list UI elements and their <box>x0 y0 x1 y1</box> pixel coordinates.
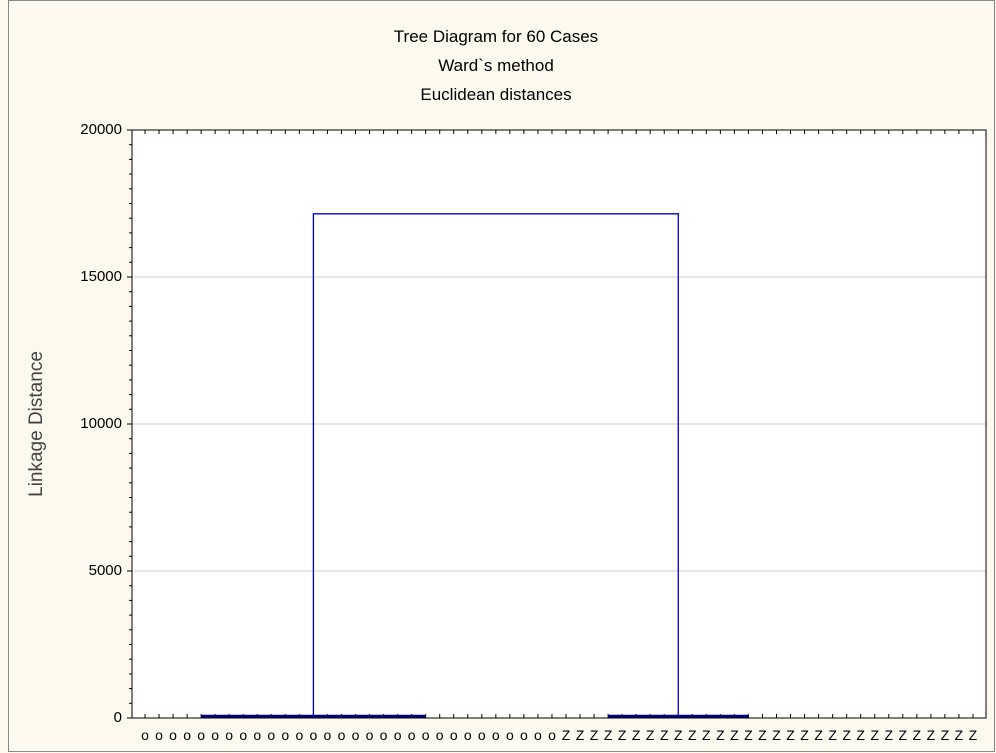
x-tick-label: o <box>295 727 303 743</box>
y-tick-label: 5000 <box>89 562 122 579</box>
y-tick-label: 10000 <box>80 415 122 432</box>
x-tick-label: o <box>253 727 261 743</box>
x-tick-label: Z <box>660 727 669 743</box>
x-tick-label: o <box>478 727 486 743</box>
x-tick-label: Z <box>730 727 739 743</box>
x-tick-label: Z <box>618 727 627 743</box>
x-tick-label: o <box>352 727 360 743</box>
x-tick-label: Z <box>632 727 641 743</box>
x-tick-label: o <box>225 727 233 743</box>
x-tick-label: o <box>310 727 318 743</box>
x-tick-label: Z <box>856 727 865 743</box>
x-tick-label: Z <box>604 727 613 743</box>
x-tick-label: o <box>155 727 163 743</box>
x-tick-label: o <box>141 727 149 743</box>
x-tick-label: Z <box>927 727 936 743</box>
x-tick-label: o <box>464 727 472 743</box>
x-tick-label: Z <box>562 727 571 743</box>
x-tick-label: o <box>338 727 346 743</box>
x-tick-label: Z <box>899 727 908 743</box>
x-tick-label: o <box>422 727 430 743</box>
x-tick-label: Z <box>702 727 711 743</box>
x-tick-label: o <box>408 727 416 743</box>
x-tick-label: o <box>169 727 177 743</box>
x-tick-label: o <box>211 727 219 743</box>
y-axis-label: Linkage Distance <box>26 351 47 497</box>
x-tick-label: Z <box>842 727 851 743</box>
x-tick-label: o <box>366 727 374 743</box>
x-tick-label: Z <box>870 727 879 743</box>
x-tick-label: Z <box>941 727 950 743</box>
x-tick-label: Z <box>772 727 781 743</box>
x-tick-label: Z <box>758 727 767 743</box>
x-tick-label: Z <box>955 727 964 743</box>
x-tick-label: o <box>450 727 458 743</box>
x-tick-label: Z <box>716 727 725 743</box>
x-tick-label: o <box>324 727 332 743</box>
chart-title: Tree Diagram for 60 Cases <box>394 27 598 46</box>
x-tick-label: Z <box>646 727 655 743</box>
x-tick-label: o <box>267 727 275 743</box>
x-tick-label: o <box>380 727 388 743</box>
x-tick-label: o <box>281 727 289 743</box>
x-tick-label: Z <box>969 727 978 743</box>
x-tick-label: Z <box>576 727 585 743</box>
x-tick-label: o <box>436 727 444 743</box>
chart-subtitle: Euclidean distances <box>420 85 571 104</box>
y-tick-label: 15000 <box>80 268 122 285</box>
x-tick-label: Z <box>828 727 837 743</box>
x-tick-label: o <box>506 727 514 743</box>
dendrogram-link <box>312 213 679 717</box>
y-tick-label: 0 <box>114 709 122 726</box>
x-tick-label: o <box>197 727 205 743</box>
x-tick-label: o <box>520 727 528 743</box>
x-tick-label: Z <box>913 727 922 743</box>
x-tick-label: o <box>239 727 247 743</box>
x-tick-label: o <box>548 727 556 743</box>
chart-subtitle: Ward`s method <box>438 56 554 75</box>
x-tick-label: o <box>534 727 542 743</box>
x-tick-label: Z <box>590 727 599 743</box>
x-tick-label: Z <box>674 727 683 743</box>
x-tick-label: Z <box>786 727 795 743</box>
x-tick-label: Z <box>884 727 893 743</box>
y-tick-label: 20000 <box>80 121 122 138</box>
x-tick-label: Z <box>744 727 753 743</box>
x-tick-label: o <box>394 727 402 743</box>
x-tick-label: o <box>492 727 500 743</box>
x-tick-label: Z <box>800 727 809 743</box>
x-tick-label: o <box>183 727 191 743</box>
x-tick-label: Z <box>688 727 697 743</box>
x-tick-label: Z <box>814 727 823 743</box>
plot-border <box>131 129 987 719</box>
